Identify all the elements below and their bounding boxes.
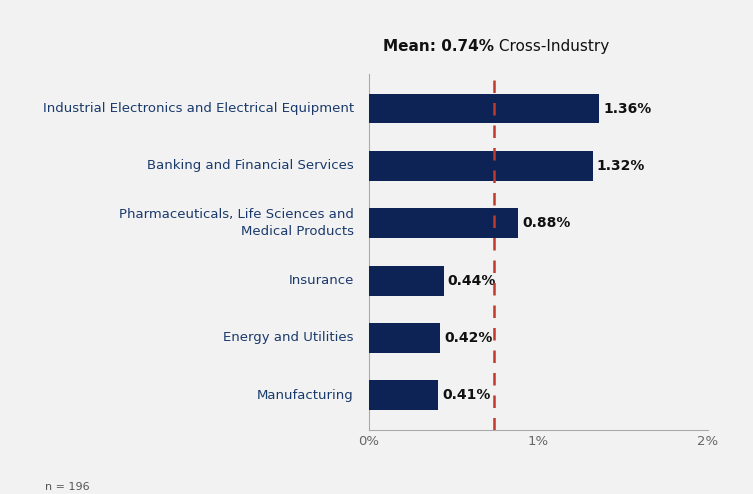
Text: 1.32%: 1.32% — [597, 159, 645, 173]
Text: Pharmaceuticals, Life Sciences and
Medical Products: Pharmaceuticals, Life Sciences and Medic… — [119, 208, 354, 238]
Text: Banking and Financial Services: Banking and Financial Services — [147, 160, 354, 172]
Bar — [369, 208, 518, 238]
Bar — [369, 266, 444, 295]
Bar — [369, 323, 440, 353]
Text: Cross-Industry: Cross-Industry — [494, 40, 610, 54]
Bar — [369, 380, 438, 411]
Text: n = 196: n = 196 — [45, 482, 90, 492]
Text: Insurance: Insurance — [288, 274, 354, 287]
Text: Mean: 0.74%: Mean: 0.74% — [383, 40, 494, 54]
Bar — [369, 151, 593, 181]
Text: Industrial Electronics and Electrical Equipment: Industrial Electronics and Electrical Eq… — [43, 102, 354, 115]
Text: Manufacturing: Manufacturing — [258, 389, 354, 402]
Text: Energy and Utilities: Energy and Utilities — [224, 331, 354, 344]
Text: 0.88%: 0.88% — [523, 216, 571, 230]
Text: 0.44%: 0.44% — [448, 274, 496, 288]
Text: 0.41%: 0.41% — [443, 388, 491, 402]
Text: 1.36%: 1.36% — [604, 102, 652, 116]
Bar — [369, 93, 599, 124]
Text: 0.42%: 0.42% — [444, 331, 492, 345]
